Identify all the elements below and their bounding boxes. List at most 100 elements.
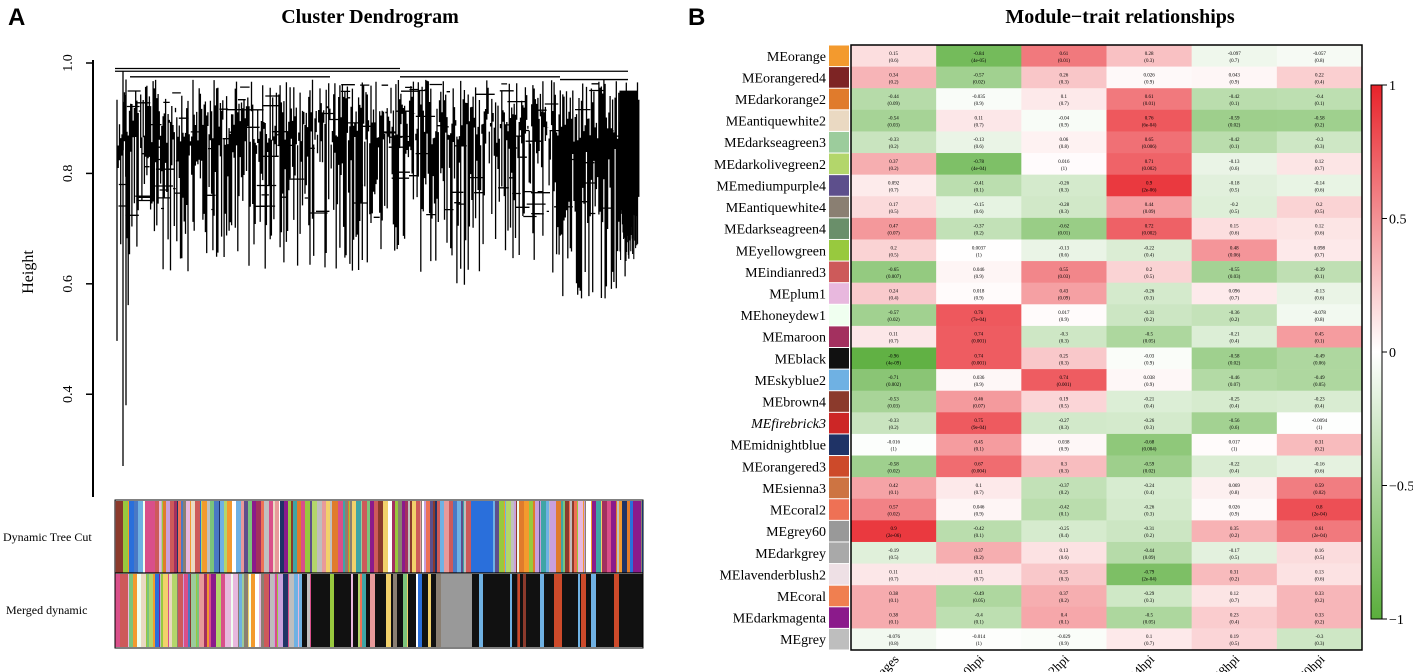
cell-correlation: 0.74 (974, 333, 983, 338)
cell-pvalue: (0.001) (971, 361, 986, 366)
merged-color-stripe (596, 574, 599, 647)
heatmap-cell (1106, 261, 1192, 283)
merged-color-stripe (562, 574, 564, 647)
cell-correlation: -0.13 (1229, 160, 1240, 165)
cell-correlation: 0.37 (1060, 592, 1069, 597)
cell-pvalue: (0.006) (1142, 145, 1157, 150)
module-color-stripe (584, 501, 585, 573)
y-tick-label: 1.0 (61, 54, 76, 72)
merged-color-stripe (504, 574, 507, 647)
cell-pvalue: (0.002) (1142, 232, 1157, 237)
cell-correlation: -0.25 (1059, 527, 1070, 532)
merged-color-stripe (479, 574, 483, 647)
merged-color-stripe (169, 574, 172, 647)
panel-a-label: A (8, 4, 26, 31)
merged-color-stripe (640, 574, 642, 647)
module-color-stripe (563, 501, 565, 573)
heatmap-cell (1106, 585, 1192, 608)
module-color-stripe (466, 501, 471, 573)
heatmap-cell (936, 412, 1022, 435)
heatmap-cell (1021, 196, 1107, 219)
trait-label: 12hpi (1040, 651, 1072, 672)
heatmap-cell (1021, 282, 1107, 305)
track-label-dynamic: Dynamic Tree Cut (3, 530, 92, 544)
cell-pvalue: (0.2) (1059, 599, 1069, 604)
cell-correlation: 0.55 (1060, 268, 1069, 273)
heatmap-row: MEplum1 0.24 (0.4) 0.018 (0.9) 0.43 (0.09) -0.2… (769, 282, 1363, 305)
heatmap-cell (1021, 412, 1107, 435)
merged-color-stripe (168, 574, 169, 647)
merged-color-stripe (564, 574, 568, 647)
heatmap-cell (936, 585, 1022, 608)
merged-color-stripe (391, 574, 393, 647)
cell-pvalue: (0.7) (974, 577, 984, 582)
heatmap-row: MEantiquewhite4 0.17 (0.5) -0.15 (0.6) -0.28 (… (726, 196, 1363, 219)
merged-color-stripe (523, 574, 526, 647)
cell-correlation: -0.58 (1229, 354, 1240, 359)
cell-correlation: -0.37 (1059, 484, 1070, 489)
heatmap-row: MEgrey60 0.9 (2e-06) -0.42 (0.1) -0.25 (0.4) -0… (766, 520, 1363, 543)
heatmap-cell (1191, 347, 1278, 370)
cell-correlation: 0.026 (1143, 73, 1155, 78)
module-color-stripe (506, 501, 511, 573)
cell-correlation: 0.22 (1315, 73, 1324, 78)
heatmap-cell (851, 45, 937, 67)
cell-pvalue: (2e-04) (1312, 534, 1327, 539)
heatmap-cell (1106, 239, 1192, 262)
cell-pvalue: (2e-06) (1142, 188, 1157, 193)
cell-pvalue: (0.7) (1315, 167, 1325, 172)
merged-color-stripe (209, 574, 211, 647)
module-color-stripe (201, 501, 202, 573)
track-label-merged: Merged dynamic (6, 603, 87, 617)
merged-color-stripe (556, 574, 561, 647)
cell-pvalue: (0.1) (1059, 513, 1069, 518)
merged-color-stripe (483, 574, 484, 647)
heatmap-cell (936, 541, 1022, 564)
module-color-stripe (552, 501, 556, 573)
cell-correlation: 0.038 (1058, 441, 1070, 446)
merged-color-stripe (397, 574, 400, 647)
cell-pvalue: (0.01) (1058, 232, 1070, 237)
merged-color-stripe (540, 574, 544, 647)
merged-color-stripe (630, 574, 633, 647)
cell-pvalue: (0.3) (1059, 426, 1069, 431)
merged-color-stripe (216, 574, 221, 647)
module-label: MEblack (775, 352, 826, 367)
cell-correlation: -0.29 (1144, 592, 1155, 597)
merged-color-stripe (146, 574, 147, 647)
merged-color-stripe (358, 574, 360, 647)
module-color-stripe (495, 501, 499, 573)
module-color-stripe (174, 501, 177, 573)
merged-color-stripe (568, 574, 571, 647)
merged-color-stripe (375, 574, 376, 647)
heatmap-cell (936, 606, 1022, 629)
cell-correlation: 0.76 (1145, 117, 1154, 122)
merged-color-stripe (441, 574, 446, 647)
cell-correlation: 0.45 (1315, 333, 1324, 338)
module-color-stripe (627, 501, 630, 573)
heatmap-cell (1021, 477, 1107, 500)
merged-color-stripe (248, 574, 249, 647)
cell-pvalue: (0.4) (1144, 253, 1154, 258)
merged-color-stripe (381, 574, 384, 647)
merged-color-stripe (178, 574, 183, 647)
heatmap-cell (1276, 498, 1363, 521)
merged-color-stripe (317, 574, 318, 647)
cell-pvalue: (0.4) (889, 296, 899, 301)
cell-pvalue: (0.09) (1058, 296, 1070, 301)
cell-correlation: 0.12 (1230, 592, 1239, 597)
cell-correlation: -0.49 (1314, 354, 1325, 359)
module-color-stripe (392, 501, 395, 573)
module-color-stripe (578, 501, 583, 573)
cell-pvalue: (1) (976, 253, 982, 258)
cell-correlation: 0.15 (889, 52, 898, 57)
cell-correlation: -0.62 (1059, 225, 1070, 230)
cell-pvalue: (0.9) (1144, 361, 1154, 366)
cell-pvalue: (0.5) (889, 253, 899, 258)
module-color-stripe (161, 501, 162, 573)
merged-color-stripe (255, 574, 259, 647)
cell-pvalue: (0.7) (889, 577, 899, 582)
module-color-stripe (181, 501, 183, 573)
heatmap-cell (1106, 153, 1192, 175)
module-label: MEorangered4 (742, 71, 826, 86)
